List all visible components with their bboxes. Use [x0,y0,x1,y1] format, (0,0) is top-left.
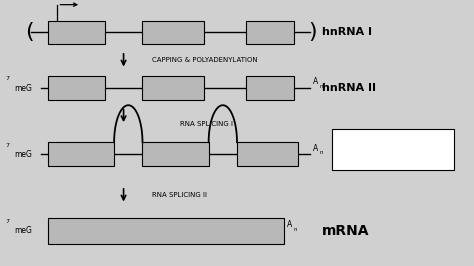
Bar [48,218,284,244]
Bar [143,20,204,44]
Text: n: n [319,84,323,89]
Text: RNA SPLICING II: RNA SPLICING II [152,192,207,198]
Bar [48,20,105,44]
Text: meG: meG [14,150,32,159]
Text: hnRNA I: hnRNA I [322,27,372,38]
Text: intron: intron [386,154,411,163]
Bar [246,20,294,44]
Bar [246,76,294,100]
Bar [48,142,114,166]
Text: ): ) [308,22,317,43]
Bar [237,142,299,166]
Bar [48,76,105,100]
Text: A: A [313,144,318,153]
Bar [331,129,455,170]
Text: exon: exon [386,137,406,146]
Text: n: n [293,227,297,232]
Text: n: n [319,151,323,156]
Text: mRNA: mRNA [322,224,370,238]
Bar [143,76,204,100]
Text: 7: 7 [5,76,9,81]
Text: meG: meG [14,84,32,93]
Bar [341,135,379,148]
Text: meG: meG [14,226,32,235]
Text: hnRNA II: hnRNA II [322,83,376,93]
Text: CAPPING & POLYADENYLATION: CAPPING & POLYADENYLATION [152,57,257,63]
Bar [143,142,209,166]
Text: A: A [313,77,318,86]
Text: A: A [287,220,292,229]
Text: (: ( [25,22,33,43]
Text: 7: 7 [5,219,9,224]
Text: RNA SPLICING I: RNA SPLICING I [180,121,233,127]
Text: 7: 7 [5,143,9,148]
